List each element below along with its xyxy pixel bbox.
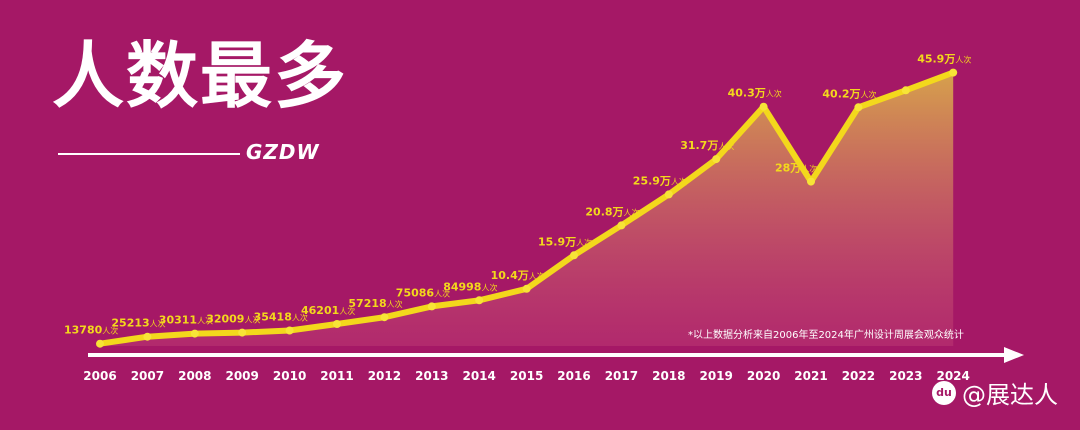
data-label-2018: 25.9万人次 <box>633 174 687 187</box>
data-point-2024 <box>949 68 958 77</box>
data-point-2020 <box>759 102 768 111</box>
data-label-2008: 30311人次 <box>159 314 213 327</box>
x-tick-label-2011: 2011 <box>320 369 353 383</box>
x-tick-label-2007: 2007 <box>131 369 164 383</box>
data-label-2011: 46201人次 <box>301 304 355 317</box>
data-point-2012 <box>380 313 389 322</box>
data-label-2009: 32009人次 <box>206 313 260 326</box>
data-label-2010: 35418人次 <box>254 311 308 324</box>
data-label-2015: 10.4万人次 <box>491 269 545 282</box>
data-point-2009 <box>238 328 247 337</box>
x-tick-label-2006: 2006 <box>83 369 116 383</box>
brand-label: GZDW <box>246 140 320 164</box>
data-point-2007 <box>143 332 152 341</box>
x-tick-label-2017: 2017 <box>605 369 638 383</box>
x-tick-label-2010: 2010 <box>273 369 306 383</box>
paw-icon: du <box>932 380 956 405</box>
data-point-2021 <box>807 177 815 186</box>
x-tick-label-2013: 2013 <box>415 369 448 383</box>
x-tick-label-2009: 2009 <box>225 369 258 383</box>
series-area <box>100 72 954 346</box>
x-tick-label-2015: 2015 <box>510 369 543 383</box>
data-point-2017 <box>617 221 626 230</box>
data-label-2007: 25213人次 <box>111 317 165 330</box>
data-point-2011 <box>333 320 341 328</box>
x-axis-arrow-icon <box>1004 347 1024 363</box>
data-point-2013 <box>427 302 436 311</box>
data-label-2014: 84998人次 <box>443 280 497 293</box>
x-tick-label-2024: 2024 <box>936 369 969 383</box>
data-label-2016: 15.9万人次 <box>538 235 592 248</box>
x-tick-label-2016: 2016 <box>557 369 590 383</box>
x-tick-label-2014: 2014 <box>462 369 495 383</box>
data-point-2022 <box>854 103 863 112</box>
data-point-2019 <box>712 155 721 164</box>
data-point-2006 <box>96 339 104 348</box>
page-title: 人数最多 <box>52 34 349 118</box>
data-point-2016 <box>570 251 578 260</box>
x-tick-label-2021: 2021 <box>794 369 827 383</box>
x-tick-label-2019: 2019 <box>699 369 732 383</box>
data-label-2022: 40.2万人次 <box>822 87 876 100</box>
data-point-2008 <box>190 329 199 338</box>
watermark-text: @展达人 <box>962 381 1058 409</box>
data-label-2006: 13780人次 <box>64 324 118 337</box>
x-tick-label-2018: 2018 <box>652 369 685 383</box>
data-point-2023 <box>901 86 910 95</box>
data-label-2012: 57218人次 <box>348 297 402 310</box>
x-tick-label-2020: 2020 <box>747 369 780 383</box>
data-point-2010 <box>285 326 294 335</box>
x-tick-label-2023: 2023 <box>889 369 922 383</box>
data-label-2013: 75086人次 <box>396 286 450 299</box>
data-label-2024: 45.9万人次 <box>917 53 971 66</box>
x-tick-label-2012: 2012 <box>368 369 401 383</box>
data-label-2019: 31.7万人次 <box>680 139 734 152</box>
data-label-2017: 20.8万人次 <box>585 205 639 218</box>
data-label-2021: 28万人次 <box>775 162 817 175</box>
data-point-2018 <box>664 190 673 199</box>
watermark: du @展达人 <box>932 375 1058 410</box>
brand-divider <box>58 153 240 155</box>
data-label-2020: 40.3万人次 <box>728 87 782 100</box>
data-point-2014 <box>475 296 484 305</box>
x-tick-label-2022: 2022 <box>842 369 875 383</box>
data-point-2015 <box>522 284 531 293</box>
x-tick-label-2008: 2008 <box>178 369 211 383</box>
footnote: *以上数据分析来自2006年至2024年广州设计周展会观众统计 <box>688 330 964 341</box>
